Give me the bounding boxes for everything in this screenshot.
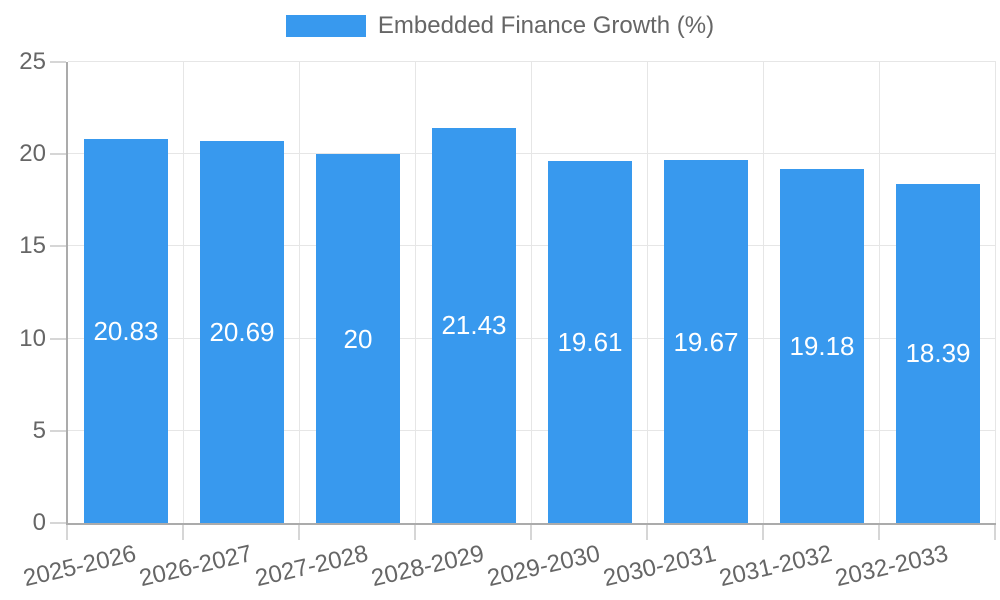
y-tick-mark xyxy=(50,245,66,248)
x-tick-mark xyxy=(646,525,648,540)
bar-2027-2028[interactable] xyxy=(316,154,400,523)
bar-value-label: 21.43 xyxy=(441,310,507,341)
bar-value-label: 20 xyxy=(343,323,373,354)
plot-area: 20.83 20.69 20 21.43 19.61 19.67 19.18 18.39 xyxy=(66,61,996,525)
y-tick-mark xyxy=(50,61,66,63)
y-tick-mark xyxy=(50,337,66,340)
y-tick-label: 15 xyxy=(19,232,46,260)
x-tick-mark xyxy=(182,525,184,540)
bar-2026-2027[interactable] xyxy=(200,141,284,523)
bar-value-label: 19.61 xyxy=(557,327,623,358)
x-tick-mark xyxy=(762,525,764,540)
x-tick-label: 2029-2030 xyxy=(484,540,603,593)
x-tick-mark xyxy=(878,525,880,540)
bar-2028-2029[interactable] xyxy=(432,127,516,523)
y-tick-label: 10 xyxy=(19,324,46,352)
x-tick-label: 2032-2033 xyxy=(832,540,951,593)
bar-value-label: 19.67 xyxy=(673,326,739,357)
legend-item-embedded-finance-growth[interactable]: Embedded Finance Growth (%) xyxy=(285,12,715,40)
bar-2032-2033[interactable] xyxy=(896,183,980,523)
y-tick-mark xyxy=(50,522,66,524)
x-tick-mark xyxy=(298,525,300,540)
y-tick-label: 20 xyxy=(19,140,46,168)
y-tick-label: 0 xyxy=(32,509,46,536)
x-gridline xyxy=(299,62,300,523)
x-gridline xyxy=(647,62,648,523)
y-tick-label: 25 xyxy=(19,48,46,75)
x-tick-label: 2025-2026 xyxy=(20,540,139,593)
y-gridline xyxy=(68,153,996,155)
x-tick-label: 2026-2027 xyxy=(136,540,255,593)
y-gridline xyxy=(68,337,996,339)
x-gridline xyxy=(995,62,996,523)
x-gridline xyxy=(531,62,532,523)
x-gridline xyxy=(183,62,184,523)
bar-value-label: 19.18 xyxy=(789,331,855,362)
x-tick-mark xyxy=(530,525,532,540)
x-tick-label: 2027-2028 xyxy=(252,540,371,593)
legend-color-swatch xyxy=(285,15,366,37)
x-tick-mark xyxy=(414,525,416,540)
x-tick-mark xyxy=(66,525,68,540)
bar-value-label: 20.69 xyxy=(209,317,275,348)
bar-value-label: 18.39 xyxy=(905,338,971,369)
chart-legend: Embedded Finance Growth (%) xyxy=(0,12,1000,40)
bar-2030-2031[interactable] xyxy=(664,160,748,523)
x-tick-mark xyxy=(994,525,996,540)
x-gridline xyxy=(763,62,764,523)
y-gridline xyxy=(68,61,996,62)
x-tick-label: 2028-2029 xyxy=(368,540,487,593)
bar-value-label: 20.83 xyxy=(93,315,159,346)
y-gridline xyxy=(68,429,996,431)
x-tick-label: 2030-2031 xyxy=(600,540,719,593)
y-tick-mark xyxy=(50,153,66,156)
bar-2031-2032[interactable] xyxy=(780,169,864,523)
x-tick-label: 2031-2032 xyxy=(716,540,835,593)
bar-2029-2030[interactable] xyxy=(548,161,632,523)
bar-2025-2026[interactable] xyxy=(84,138,168,523)
x-gridline xyxy=(415,62,416,523)
x-gridline xyxy=(879,62,880,523)
y-tick-mark xyxy=(50,429,66,432)
legend-label: Embedded Finance Growth (%) xyxy=(377,12,715,39)
y-gridline xyxy=(68,245,996,247)
y-tick-label: 5 xyxy=(32,416,46,444)
